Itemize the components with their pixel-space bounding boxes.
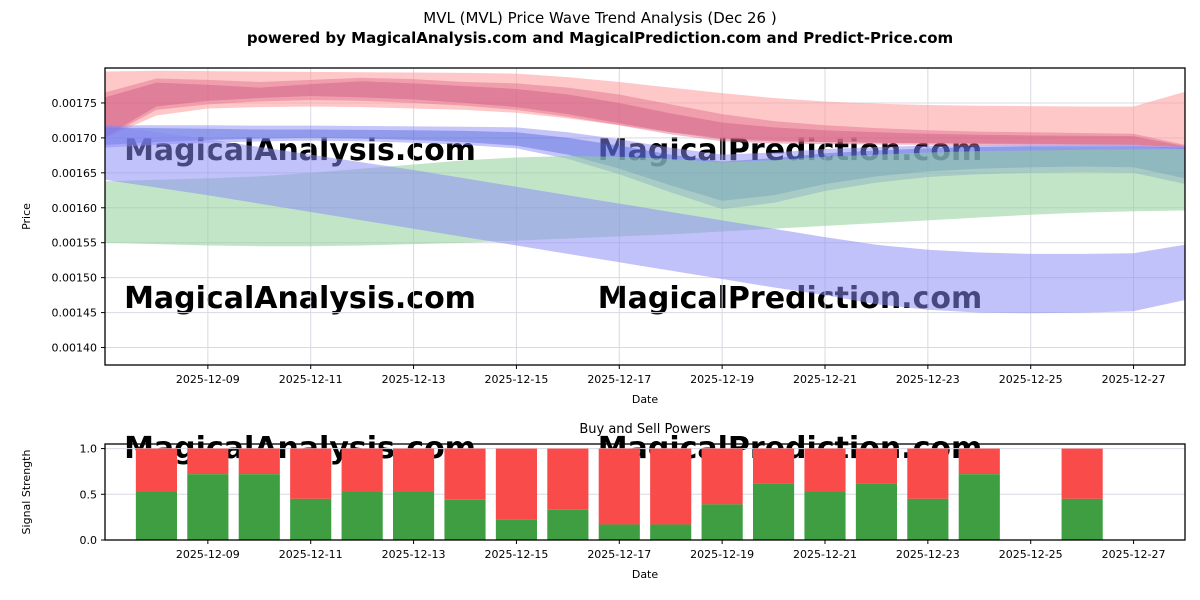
bar-segment-sell (290, 448, 332, 499)
x-tick-label: 2025-12-23 (896, 548, 960, 561)
y-tick-label: 0.00140 (52, 342, 98, 355)
bar-segment-sell (135, 448, 177, 492)
bar-segment-buy (701, 504, 743, 540)
watermark-analysis: MagicalAnalysis.com (124, 281, 476, 316)
bar-segment-buy (958, 474, 1000, 540)
y-tick-label: 0.0 (80, 534, 98, 547)
bar-xaxis-title: Date (632, 568, 659, 581)
bar-segment-sell (547, 448, 589, 510)
bar-yaxis-title: Signal Strength (20, 450, 33, 535)
bar-segment-buy (1061, 498, 1103, 540)
x-tick-label: 2025-12-23 (896, 373, 960, 386)
bar-segment-sell (958, 448, 1000, 475)
y-tick-label: 1.0 (80, 443, 98, 456)
bar-segment-sell (598, 448, 640, 525)
x-tick-label: 2025-12-13 (382, 548, 446, 561)
price-xaxis-title: Date (632, 393, 659, 406)
wave-red-band-b (105, 81, 1185, 148)
x-tick-label: 2025-12-25 (999, 373, 1063, 386)
bar-segment-buy (341, 491, 383, 540)
bar-segment-sell (855, 448, 897, 484)
y-tick-label: 0.00155 (52, 237, 98, 250)
bar-segment-sell (341, 448, 383, 492)
x-tick-label: 2025-12-25 (999, 548, 1063, 561)
y-tick-label: 0.00175 (52, 97, 98, 110)
bar-segment-buy (650, 524, 692, 540)
resistance-red-band (105, 70, 1185, 147)
bar-segment-sell (804, 448, 846, 492)
bar-series (135, 448, 1103, 540)
bar-segment-buy (855, 483, 897, 540)
bar-segment-buy (444, 499, 486, 540)
y-tick-label: 0.00165 (52, 167, 98, 180)
page-subtitle: powered by MagicalAnalysis.com and Magic… (246, 29, 954, 47)
bar-segment-sell (650, 448, 692, 525)
bar-segment-sell (495, 448, 537, 520)
x-tick-label: 2025-12-19 (690, 373, 754, 386)
page-title: MVL (MVL) Price Wave Trend Analysis (Dec… (423, 9, 777, 27)
bar-segment-buy (290, 498, 332, 540)
bar-segment-buy (238, 474, 280, 540)
y-tick-label: 0.00160 (52, 202, 98, 215)
bar-segment-sell (187, 448, 229, 475)
buy-sell-panel: Buy and Sell PowersMagicalAnalysis.comMa… (20, 422, 1186, 581)
x-tick-label: 2025-12-17 (587, 548, 651, 561)
bar-segment-buy (598, 524, 640, 540)
bar-segment-sell (238, 448, 280, 475)
downtrend-blue-wedge (105, 125, 1185, 314)
bar-gridlines (105, 448, 1185, 540)
bar-segment-buy (547, 509, 589, 540)
chart-header: MVL (MVL) Price Wave Trend Analysis (Dec… (0, 8, 1200, 48)
wave-red-band-a (105, 77, 1185, 150)
bar-segment-sell (1061, 448, 1103, 499)
x-tick-label: 2025-12-17 (587, 373, 651, 386)
bar-segment-buy (804, 491, 846, 540)
price-yaxis-title: Price (20, 203, 33, 230)
x-tick-label: 2025-12-15 (484, 373, 548, 386)
price-axes-frame (104, 67, 1186, 366)
bar-segment-sell (701, 448, 743, 505)
x-tick-label: 2025-12-11 (279, 548, 343, 561)
bar-segment-sell (444, 448, 486, 500)
bar-segment-sell (753, 448, 795, 484)
x-tick-label: 2025-12-09 (176, 548, 240, 561)
buy-sell-title: Buy and Sell Powers (579, 422, 710, 437)
bar-axes-frame (104, 443, 1186, 541)
bar-segment-sell (393, 448, 435, 492)
x-tick-label: 2025-12-27 (1102, 373, 1166, 386)
price-wave-panel: MagicalAnalysis.com MagicalPrediction.com… (20, 67, 1186, 406)
x-tick-label: 2025-12-13 (382, 373, 446, 386)
x-tick-label: 2025-12-27 (1102, 548, 1166, 561)
x-tick-label: 2025-12-21 (793, 373, 857, 386)
x-tick-label: 2025-12-09 (176, 373, 240, 386)
y-tick-label: 0.5 (80, 488, 98, 501)
x-tick-label: 2025-12-21 (793, 548, 857, 561)
x-tick-label: 2025-12-15 (484, 548, 548, 561)
bar-segment-buy (135, 491, 177, 540)
y-tick-label: 0.00150 (52, 272, 98, 285)
x-tick-label: 2025-12-11 (279, 373, 343, 386)
bar-segment-buy (907, 498, 949, 540)
bar-segment-buy (753, 483, 795, 540)
price-bands (105, 70, 1185, 314)
y-tick-label: 0.00145 (52, 307, 98, 320)
x-tick-label: 2025-12-19 (690, 548, 754, 561)
bar-segment-buy (187, 474, 229, 540)
bar-segment-buy (495, 519, 537, 540)
y-tick-label: 0.00170 (52, 132, 98, 145)
bar-segment-sell (907, 448, 949, 499)
bar-segment-buy (393, 491, 435, 540)
